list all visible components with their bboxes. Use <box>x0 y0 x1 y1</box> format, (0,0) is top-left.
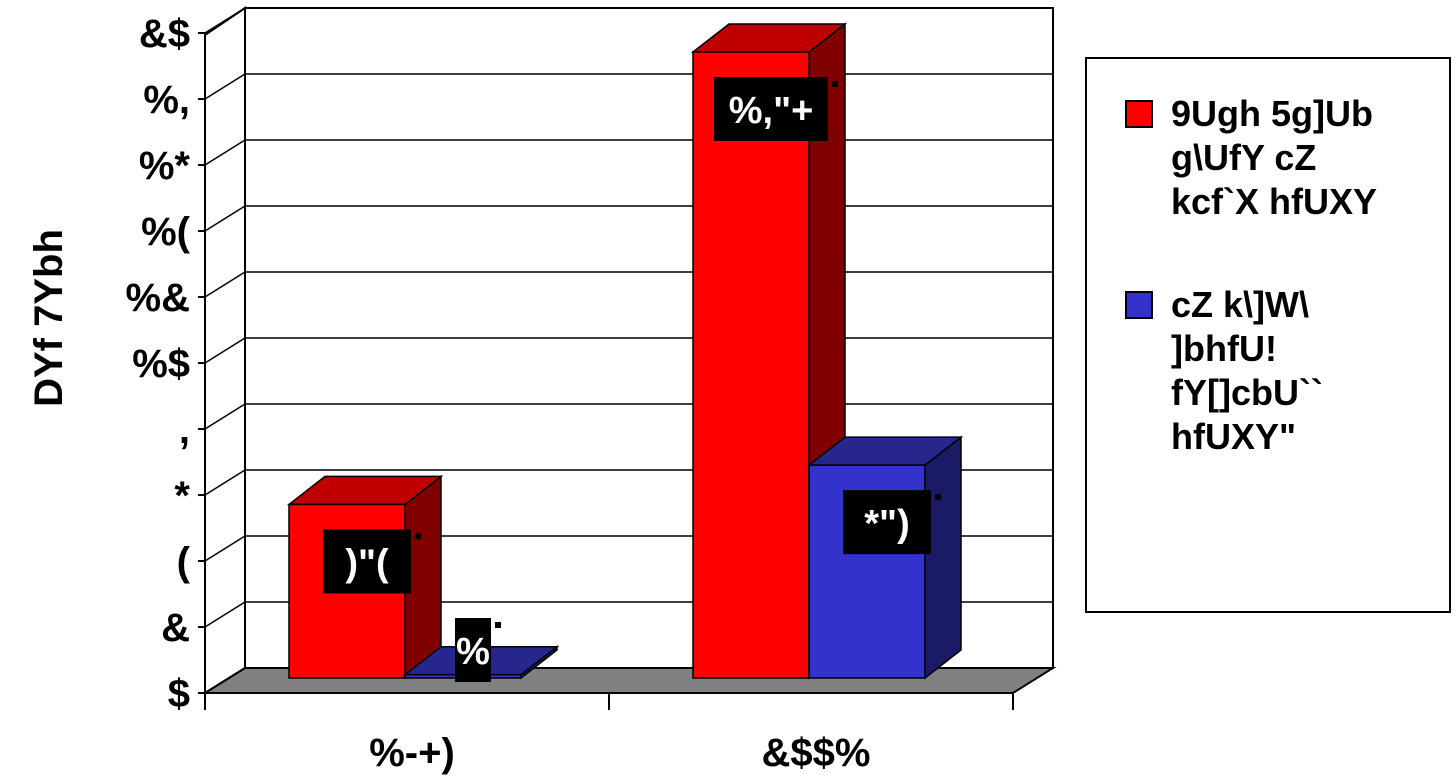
bar-1-1: )"( <box>286 474 444 680</box>
y-tick-label: %$ <box>132 342 190 386</box>
y-tick-label: ( <box>177 540 191 584</box>
legend-item-series-2: cZ k\]W\ ]bhfU! fY[]cbU`` hfUXY" <box>1125 283 1333 459</box>
x-axis-labels: %-+) &$$% <box>369 731 870 775</box>
y-tick-label: $ <box>168 672 190 716</box>
bar-front <box>692 51 810 679</box>
data-label-1-2: %,"+ <box>714 76 838 141</box>
y-tick-label: &$ <box>139 12 190 56</box>
y-tick-label: %( <box>141 210 191 254</box>
y-tick-label: %& <box>126 276 190 320</box>
y-axis-ticks: $ & ( *, %$ %& %( %*%, &$ <box>126 12 1014 716</box>
data-label-text: % <box>456 631 490 673</box>
y-tick-label: %* <box>139 144 191 188</box>
gridline-side <box>204 271 246 298</box>
data-label-box <box>843 490 931 555</box>
x-tick-label: &$$% <box>762 731 871 775</box>
gridline-side <box>204 139 246 166</box>
gridline-side <box>204 535 246 562</box>
legend: 9Ugh 5g]Ub g\UfY cZ kcf`X hfUXY cZ k\]W\… <box>1085 57 1451 613</box>
data-label-text: *") <box>864 503 909 545</box>
data-label-2-1: % <box>455 618 501 682</box>
legend-item-series-1: 9Ugh 5g]Ub g\UfY cZ kcf`X hfUXY <box>1125 92 1383 224</box>
y-tick-label: %, <box>143 78 190 122</box>
gridline-side <box>204 667 246 694</box>
gridline-side <box>204 7 246 34</box>
y-tick-label: * <box>174 474 190 518</box>
bar-chart: $ & ( *, %$ %& %( %*%, &$ )"(% %,"+ *") %-+) &$$% D… <box>27 6 1057 775</box>
data-label-box <box>323 529 411 594</box>
gridline-side <box>204 469 246 496</box>
data-label-dot <box>935 494 941 501</box>
data-label-dot <box>832 80 838 87</box>
bar-2-2: *") <box>806 435 964 680</box>
gridline-side <box>204 337 246 364</box>
data-label-dot <box>415 533 421 540</box>
gridline-side <box>204 403 246 430</box>
gridline-side <box>204 205 246 232</box>
data-label-text: %,"+ <box>729 90 814 132</box>
legend-label-series-1: 9Ugh 5g]Ub g\UfY cZ kcf`X hfUXY <box>1171 93 1378 222</box>
data-label-2-2: *") <box>843 490 941 555</box>
y-tick-label: & <box>161 606 190 650</box>
gridline-side <box>204 73 246 100</box>
data-label-1-1: )"( <box>323 529 421 594</box>
legend-swatch-series-1 <box>1125 100 1153 128</box>
x-tick-label: %-+) <box>369 731 455 775</box>
y-axis-title: DYf 7Ybh <box>27 229 71 407</box>
bars: )"(% %,"+ *") <box>286 22 964 682</box>
data-label-dot <box>495 622 501 628</box>
bar-2-1: % <box>402 618 560 682</box>
data-label-box <box>455 618 491 682</box>
legend-label-series-2: cZ k\]W\ ]bhfU! fY[]cbU`` hfUXY" <box>1171 284 1323 457</box>
data-label-box <box>714 76 828 141</box>
y-tick-label: , <box>179 408 190 452</box>
bar-side <box>924 435 962 680</box>
legend-swatch-series-2 <box>1125 291 1153 319</box>
data-label-text: )"( <box>345 542 389 584</box>
gridline-side <box>204 601 246 628</box>
